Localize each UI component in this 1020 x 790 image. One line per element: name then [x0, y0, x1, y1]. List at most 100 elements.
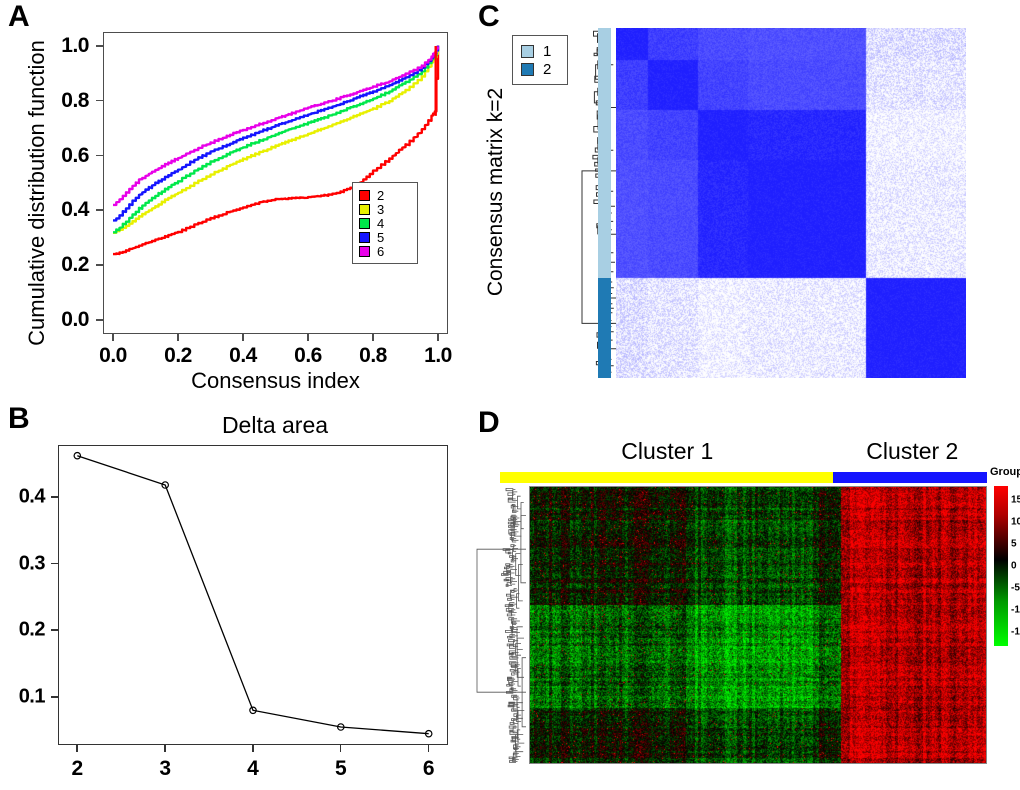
panel-a-legend-swatch: [359, 231, 370, 243]
panel-a-x-tick-label: 0.6: [294, 344, 322, 367]
panel-a-y-tick-mark: [96, 154, 103, 157]
panel-b-delta-area-plot: B Delta area 0.1 0.2 0.3 0.4 2 3 4 5 6: [0, 400, 470, 790]
panel-d-heatmap-canvas: [530, 487, 986, 763]
panel-b-y-tick-mark: [51, 496, 58, 498]
panel-d-colorbar-tick: -10: [1011, 604, 1020, 616]
panel-d-cluster-label: Cluster 2: [866, 438, 959, 464]
panel-a-letter: A: [8, 0, 30, 33]
panel-b-letter: B: [8, 402, 30, 435]
panel-a-y-tick-label: 1.0: [61, 34, 89, 57]
panel-a-x-tick-mark: [177, 334, 179, 341]
panel-d-colorbar-tick: 0: [1011, 560, 1017, 572]
panel-d-colorbar-gradient: [994, 486, 1008, 646]
panel-a-y-tick-mark: [96, 319, 103, 321]
panel-a-y-tick-label: 0.0: [61, 308, 89, 331]
panel-c-legend-item: 1: [521, 42, 567, 60]
panel-b-y-tick-label: 0.2: [18, 618, 46, 641]
panel-a-legend-item: 3: [359, 202, 412, 216]
panel-b-y-tick-label: 0.3: [18, 552, 46, 575]
panel-d-colorbar-tick: -5: [1011, 582, 1020, 594]
panel-a-x-tick-mark: [372, 334, 374, 341]
panel-b-x-tick-mark: [76, 745, 78, 752]
panel-a-x-tick-label: 0.8: [359, 344, 387, 367]
panel-a-legend-swatch: [359, 245, 370, 257]
panel-a-legend-label: 5: [377, 229, 385, 245]
panel-b-y-tick-label: 0.1: [18, 685, 46, 708]
panel-a-y-axis-label: Cumulative distribution function: [24, 40, 49, 346]
panel-d-heatmap-body: [529, 486, 987, 764]
panel-d-cluster-color-bar: [500, 472, 987, 483]
panel-a-legend-swatch: [359, 189, 370, 201]
panel-c-legend-item: 2: [521, 60, 567, 78]
panel-a-x-tick-mark: [242, 334, 244, 341]
panel-a-legend-swatch: [359, 203, 370, 215]
panel-a-y-tick-mark: [96, 99, 103, 102]
panel-b-x-tick-label: 2: [71, 757, 84, 780]
panel-a-y-tick-label: 0.8: [61, 88, 89, 112]
panel-b-x-tick-label: 6: [422, 757, 435, 780]
panel-a-y-tick-mark: [96, 209, 103, 211]
panel-a-legend-swatch: [359, 217, 370, 229]
panel-a-y-tick-label: 0.6: [61, 143, 89, 167]
panel-a-y-tick-mark: [96, 264, 103, 266]
panel-b-plot-frame: [58, 445, 448, 745]
panel-a-x-tick-label: 0.2: [164, 344, 192, 367]
panel-d-cluster-labels: Cluster 1 Cluster 2: [500, 438, 990, 466]
panel-a-x-tick-mark: [112, 334, 114, 341]
panel-a-legend-item: 2: [359, 188, 412, 202]
panel-c-matrix-canvas: [616, 28, 966, 378]
panel-d-colorbar-tick: 10: [1011, 516, 1020, 528]
panel-d-row-dendrogram: [476, 488, 526, 763]
panel-b-x-tick-mark: [339, 745, 342, 752]
panel-c-matrix-heatmap: [616, 28, 966, 378]
panel-b-line-series: [73, 451, 433, 738]
panel-b-title: Delta area: [221, 412, 329, 438]
panel-c-letter: C: [478, 0, 500, 33]
panel-a-legend-label: 4: [377, 215, 385, 231]
panel-b-x-tick-label: 3: [159, 757, 171, 780]
panel-d-colorbar-title: Group: [990, 466, 1020, 478]
panel-d-cluster-label: Cluster 1: [621, 438, 714, 464]
panel-a-curves: [113, 45, 440, 256]
panel-b-y-tick-mark: [51, 696, 58, 698]
panel-b-x-tick-mark: [252, 745, 254, 752]
panel-a-legend-label: 2: [377, 187, 385, 203]
panel-a-y-tick-label: 0.2: [61, 253, 89, 277]
panel-c-legend-label: 2: [543, 60, 552, 78]
panel-a-y-tick-mark: [96, 45, 103, 47]
panel-a-legend-item: 4: [359, 216, 412, 230]
panel-a-legend-item: 5: [359, 230, 412, 244]
panel-d-cluster-bar-segment: [832, 472, 987, 483]
panel-c-annotation-segment: [598, 278, 611, 378]
panel-b-y-tick-label: 0.4: [18, 485, 46, 508]
panel-c-y-axis-label: Consensus matrix k=2: [484, 87, 507, 297]
panel-b-x-tick-label: 5: [334, 757, 347, 780]
panel-c-annotation-segment: [598, 28, 611, 279]
panel-d-colorbar-tick: 5: [1011, 538, 1017, 550]
panel-b-y-tick-mark: [51, 562, 58, 565]
panel-d-cluster-bar-segment: [500, 472, 833, 483]
panel-c-legend-swatch: [521, 44, 534, 58]
panel-a-x-tick-label: 0.4: [229, 344, 257, 367]
panel-d-expression-heatmap: D Cluster 1 Cluster 2 Group 15 10 5 0 -5 -10 -1…: [470, 400, 1020, 790]
panel-c-legend-label: 1: [543, 42, 552, 60]
panel-a-x-tick-mark: [307, 334, 309, 341]
panel-a-x-tick-label: 1.0: [424, 344, 452, 367]
panel-b-x-tick-label: 4: [247, 757, 259, 780]
panel-a-x-tick-mark: [437, 334, 439, 341]
panel-b-x-tick-mark: [427, 745, 430, 752]
panel-d-colorbar-tick: 15: [1011, 494, 1020, 506]
panel-d-colorbar-tick: -15: [1011, 626, 1020, 638]
panel-a-x-axis-label: Consensus index: [191, 368, 360, 393]
panel-d-letter: D: [478, 406, 500, 439]
panel-a-legend-label: 6: [377, 243, 385, 259]
panel-a-legend-label: 3: [377, 201, 385, 217]
panel-a-legend-item: 6: [359, 244, 412, 258]
panel-c-legend-swatch: [521, 62, 534, 76]
panel-b-x-tick-mark: [164, 745, 166, 752]
panel-b-y-tick-mark: [51, 629, 58, 631]
panel-c-cluster-annotation-bar: [598, 28, 611, 378]
panel-a-cdf-plot: A Cumulative distribution function 0.0 0.…: [0, 0, 470, 400]
